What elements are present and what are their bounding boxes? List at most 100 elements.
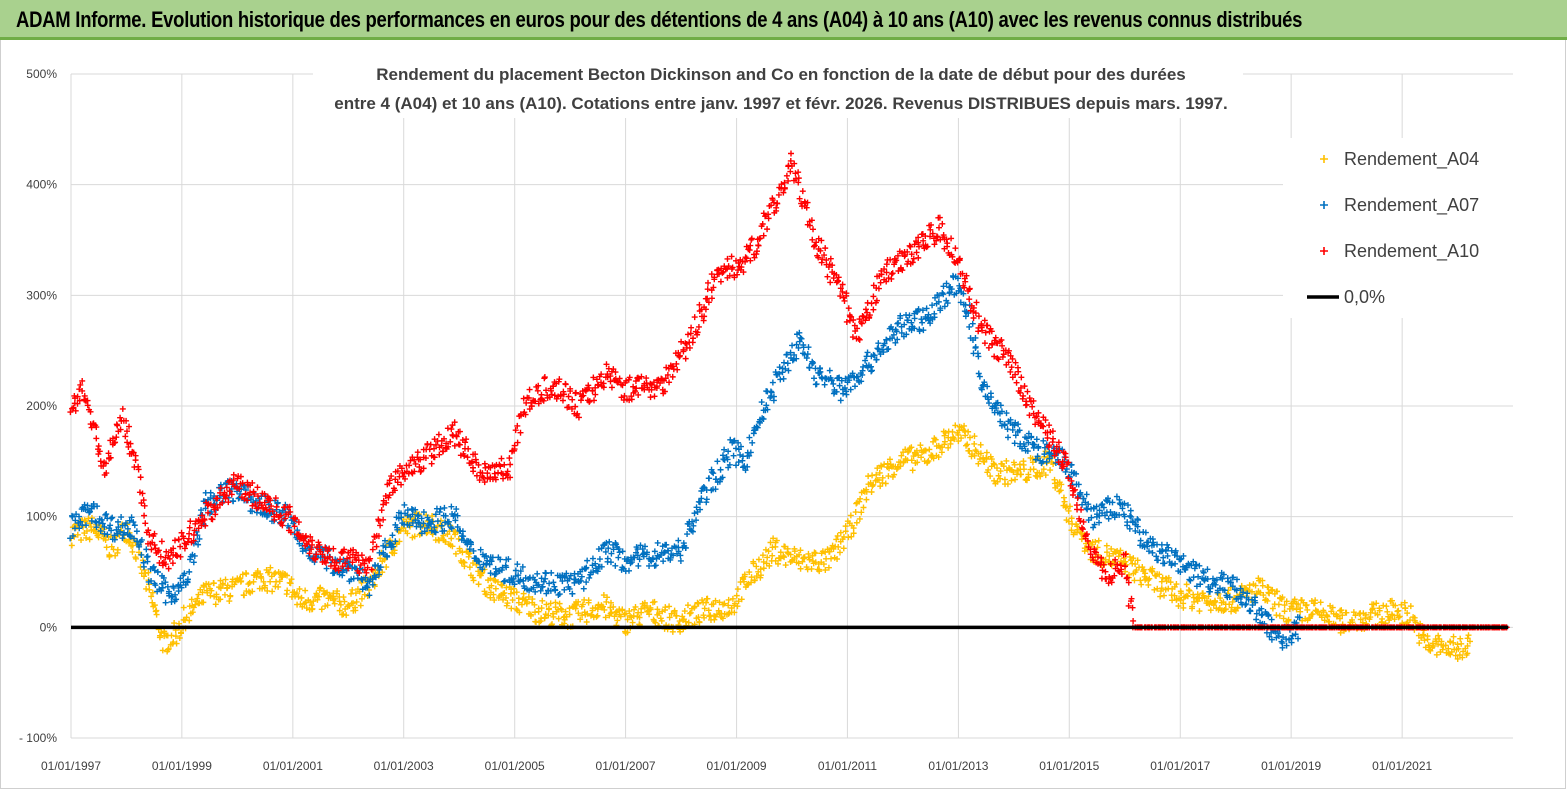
data-point xyxy=(555,615,562,622)
data-point xyxy=(981,379,988,386)
data-point xyxy=(1295,635,1302,642)
data-point xyxy=(1151,586,1158,593)
data-point xyxy=(187,556,194,563)
data-point xyxy=(1193,583,1200,590)
data-point xyxy=(273,503,280,510)
data-point xyxy=(133,528,140,535)
data-point xyxy=(602,548,609,555)
data-point xyxy=(77,381,84,388)
data-point xyxy=(997,475,1004,482)
data-point xyxy=(1052,459,1059,466)
data-point xyxy=(755,242,762,249)
data-point xyxy=(1226,594,1233,601)
data-point xyxy=(279,522,286,529)
data-point xyxy=(1230,574,1237,581)
data-point xyxy=(753,423,760,430)
data-point xyxy=(401,501,408,508)
data-point xyxy=(773,537,780,544)
data-point xyxy=(1164,552,1171,559)
data-point xyxy=(418,515,425,522)
data-point xyxy=(960,290,967,297)
data-point xyxy=(575,610,582,617)
data-point xyxy=(225,499,232,506)
data-point xyxy=(354,575,361,582)
data-point xyxy=(1134,523,1141,530)
data-point xyxy=(654,606,661,613)
data-point xyxy=(569,590,576,597)
data-point xyxy=(589,555,596,562)
data-point xyxy=(1102,568,1109,575)
data-point xyxy=(1109,499,1116,506)
data-point xyxy=(708,295,715,302)
data-point xyxy=(489,554,496,561)
data-point xyxy=(966,447,973,454)
data-point xyxy=(734,586,741,593)
data-point xyxy=(684,602,691,609)
data-point xyxy=(207,501,214,508)
data-point xyxy=(1416,640,1423,647)
data-point xyxy=(885,473,892,480)
data-point xyxy=(1309,611,1316,618)
data-point xyxy=(519,563,526,570)
data-point xyxy=(1088,514,1095,521)
data-point xyxy=(130,449,137,456)
data-point xyxy=(1184,593,1191,600)
data-point xyxy=(275,583,282,590)
data-point xyxy=(148,593,155,600)
data-point xyxy=(1395,614,1402,621)
data-point xyxy=(1388,611,1395,618)
data-point xyxy=(579,601,586,608)
data-point xyxy=(151,602,158,609)
data-point xyxy=(417,523,424,530)
data-point xyxy=(1252,599,1259,606)
data-point xyxy=(908,457,915,464)
data-point xyxy=(1126,553,1133,560)
data-point xyxy=(1040,466,1047,473)
data-point xyxy=(713,611,720,618)
data-point xyxy=(1243,600,1250,607)
data-point xyxy=(808,565,815,572)
data-point xyxy=(146,586,153,593)
data-point xyxy=(170,584,177,591)
data-point xyxy=(877,483,884,490)
data-point xyxy=(1185,587,1192,594)
data-point xyxy=(646,562,653,569)
data-point xyxy=(436,508,443,515)
data-point xyxy=(696,499,703,506)
chart-svg: - 100%0%100%200%300%400%500%01/01/1997 01… xyxy=(19,60,1513,773)
data-point xyxy=(837,529,844,536)
data-point xyxy=(601,606,608,613)
data-point xyxy=(1196,562,1203,569)
data-point xyxy=(1398,601,1405,608)
data-point xyxy=(572,389,579,396)
data-point xyxy=(1102,512,1109,519)
data-point xyxy=(1073,470,1080,477)
data-point xyxy=(309,605,316,612)
data-point xyxy=(261,584,268,591)
data-point xyxy=(1459,654,1466,661)
data-point xyxy=(131,522,138,529)
data-point xyxy=(566,585,573,592)
data-point xyxy=(1464,635,1471,642)
data-point xyxy=(705,607,712,614)
data-point xyxy=(1229,598,1236,605)
data-point xyxy=(69,532,76,539)
data-point xyxy=(927,320,934,327)
banner-title: ADAM Informe. Evolution historique des p… xyxy=(16,7,1303,32)
data-point xyxy=(809,552,816,559)
data-point xyxy=(850,525,857,532)
data-point xyxy=(491,571,498,578)
data-point xyxy=(1161,592,1167,599)
data-point xyxy=(851,383,858,390)
data-point xyxy=(1164,541,1171,548)
data-point xyxy=(670,552,677,559)
data-point xyxy=(666,603,673,610)
data-point xyxy=(734,603,741,610)
data-point xyxy=(693,517,700,524)
data-point xyxy=(1066,503,1073,510)
data-point xyxy=(186,530,193,537)
data-point xyxy=(538,605,545,612)
data-point xyxy=(1180,552,1187,559)
data-point xyxy=(1384,608,1391,615)
data-point xyxy=(1165,544,1172,551)
